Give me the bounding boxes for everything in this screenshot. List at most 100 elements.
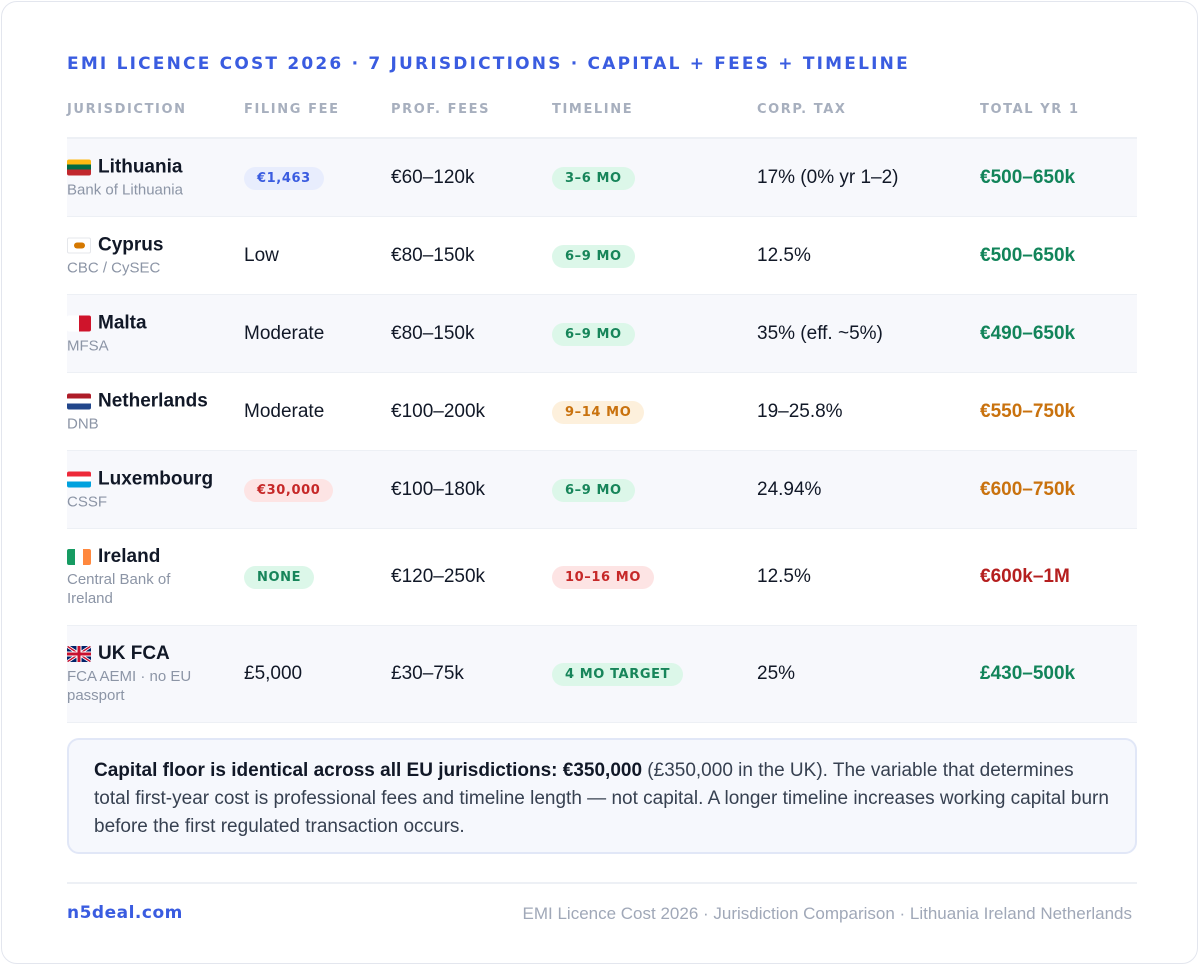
filing-fee-cell: €1,463 [244, 166, 324, 190]
total-yr1-cell: €600–750k [980, 478, 1076, 500]
header-divider [67, 137, 1137, 139]
jurisdiction-name: Netherlands [67, 390, 208, 412]
jurisdiction-label: Lithuania [98, 156, 183, 177]
capital-floor-note: Capital floor is identical across all EU… [67, 738, 1137, 854]
filing-fee-badge: €30,000 [244, 478, 334, 502]
jurisdiction-label: Malta [98, 312, 147, 333]
column-header-total-yr1: TOTAL YR 1 [980, 102, 1080, 117]
brand-link[interactable]: n5deal.com [67, 903, 183, 923]
timeline-cell: 6–9 MO [552, 478, 635, 502]
table-row: Netherlands DNB Moderate €100–200k 9–14 MO 19… [67, 373, 1137, 451]
jurisdiction-cell: Malta MFSA [67, 312, 147, 355]
page-title: EMI LICENCE COST 2026 · 7 JURISDICTIONS … [67, 54, 910, 74]
filing-fee-badge: NONE [244, 566, 315, 589]
filing-fee-badge: €1,463 [244, 166, 324, 190]
corp-tax-cell: 24.94% [757, 478, 822, 500]
corp-tax-cell: 17% (0% yr 1–2) [757, 166, 899, 188]
jurisdiction-label: Cyprus [98, 234, 164, 255]
column-header-filing-fee: FILING FEE [244, 102, 340, 117]
timeline-badge: 4 MO TARGET [552, 663, 684, 686]
jurisdiction-label: UK FCA [98, 643, 170, 664]
column-header-timeline: TIMELINE [552, 102, 634, 117]
prof-fees-cell: €100–180k [391, 478, 486, 500]
note-text: (£350,000 in the UK). The variable that … [94, 760, 1109, 837]
total-yr1-cell: €500–650k [980, 244, 1076, 266]
lithuania-flag-icon [67, 159, 91, 175]
column-header-jurisdiction: JURISDICTION [67, 102, 187, 117]
jurisdiction-name: Cyprus [67, 234, 163, 256]
jurisdiction-cell: Lithuania Bank of Lithuania [67, 156, 183, 199]
prof-fees-cell: €80–150k [391, 244, 475, 266]
note-emphasis: Capital floor is identical across all EU… [94, 760, 643, 781]
uk-flag-icon [67, 646, 91, 662]
timeline-cell: 9–14 MO [552, 400, 645, 424]
prof-fees-cell: €60–120k [391, 166, 475, 188]
timeline-cell: 10–16 MO [552, 565, 654, 589]
filing-fee-value: Low [244, 244, 279, 266]
corp-tax-cell: 19–25.8% [757, 400, 843, 422]
jurisdiction-label: Luxembourg [98, 468, 214, 489]
regulator-name: DNB [67, 415, 99, 432]
ireland-flag-icon [67, 549, 91, 565]
netherlands-flag-icon [67, 393, 91, 409]
jurisdiction-name: Ireland [67, 546, 217, 568]
corp-tax-cell: 35% (eff. ~5%) [757, 322, 883, 344]
timeline-badge: 3–6 MO [552, 166, 635, 190]
jurisdiction-name: UK FCA [67, 643, 217, 665]
table-row: Luxembourg CSSF €30,000 €100–180k 6–9 MO 24.9… [67, 451, 1137, 529]
total-yr1-cell: €500–650k [980, 166, 1076, 188]
table-row: Malta MFSA Moderate €80–150k 6–9 MO 35% (eff.… [67, 295, 1137, 373]
footer-divider [67, 882, 1137, 884]
regulator-name: Central Bank of Ireland [67, 571, 171, 607]
jurisdiction-name: Luxembourg [67, 468, 213, 490]
jurisdiction-label: Netherlands [98, 390, 208, 411]
total-yr1-cell: €600k–1M [980, 566, 1070, 587]
regulator-name: CBC / CySEC [67, 259, 161, 276]
corp-tax-cell: 12.5% [757, 566, 811, 587]
table-row: Ireland Central Bank of Ireland NONE €120–2… [67, 529, 1137, 626]
total-yr1-cell: €550–750k [980, 400, 1076, 422]
prof-fees-cell: €120–250k [391, 566, 486, 587]
jurisdiction-cell: Luxembourg CSSF [67, 468, 213, 511]
jurisdiction-cell: Netherlands DNB [67, 390, 208, 433]
footer-credit: EMI Licence Cost 2026 · Jurisdiction Com… [522, 904, 1132, 923]
regulator-name: FCA AEMI · no EU passport [67, 668, 192, 704]
table-row: Lithuania Bank of Lithuania €1,463 €60–120k… [67, 139, 1137, 217]
filing-fee-cell: Moderate [244, 401, 324, 423]
filing-fee-cell: €30,000 [244, 478, 334, 502]
total-yr1-cell: €490–650k [980, 322, 1076, 344]
table-row: Cyprus CBC / CySEC Low €80–150k 6–9 MO 12.5% €… [67, 217, 1137, 295]
regulator-name: Bank of Lithuania [67, 181, 183, 198]
timeline-cell: 4 MO TARGET [552, 662, 684, 686]
filing-fee-value: Moderate [244, 400, 325, 422]
filing-fee-value: Moderate [244, 322, 325, 344]
regulator-name: CSSF [67, 493, 108, 510]
timeline-badge: 9–14 MO [552, 400, 645, 424]
timeline-badge: 10–16 MO [552, 566, 654, 589]
regulator-name: MFSA [67, 337, 109, 354]
timeline-badge: 6–9 MO [552, 478, 635, 502]
jurisdiction-label: Ireland [98, 546, 161, 567]
prof-fees-cell: €100–200k [391, 400, 486, 422]
prof-fees-cell: £30–75k [391, 663, 464, 684]
filing-fee-cell: Low [244, 245, 279, 267]
column-header-prof-fees: PROF. FEES [391, 102, 491, 117]
prof-fees-cell: €80–150k [391, 322, 475, 344]
filing-fee-cell: £5,000 [244, 663, 302, 685]
timeline-cell: 3–6 MO [552, 166, 635, 190]
jurisdiction-name: Lithuania [67, 156, 183, 178]
jurisdiction-cell: Cyprus CBC / CySEC [67, 234, 163, 277]
comparison-table: Lithuania Bank of Lithuania €1,463 €60–120k… [67, 139, 1137, 723]
timeline-badge: 6–9 MO [552, 322, 635, 346]
table-row: UK FCA FCA AEMI · no EU passport £5,000 £30… [67, 626, 1137, 723]
cyprus-flag-icon [67, 237, 91, 253]
filing-fee-value: £5,000 [244, 663, 303, 684]
corp-tax-cell: 25% [757, 663, 796, 684]
jurisdiction-cell: UK FCA FCA AEMI · no EU passport [67, 643, 217, 705]
filing-fee-cell: Moderate [244, 323, 324, 345]
filing-fee-cell: NONE [244, 565, 315, 589]
luxembourg-flag-icon [67, 471, 91, 487]
malta-flag-icon [67, 315, 91, 331]
corp-tax-cell: 12.5% [757, 244, 811, 266]
